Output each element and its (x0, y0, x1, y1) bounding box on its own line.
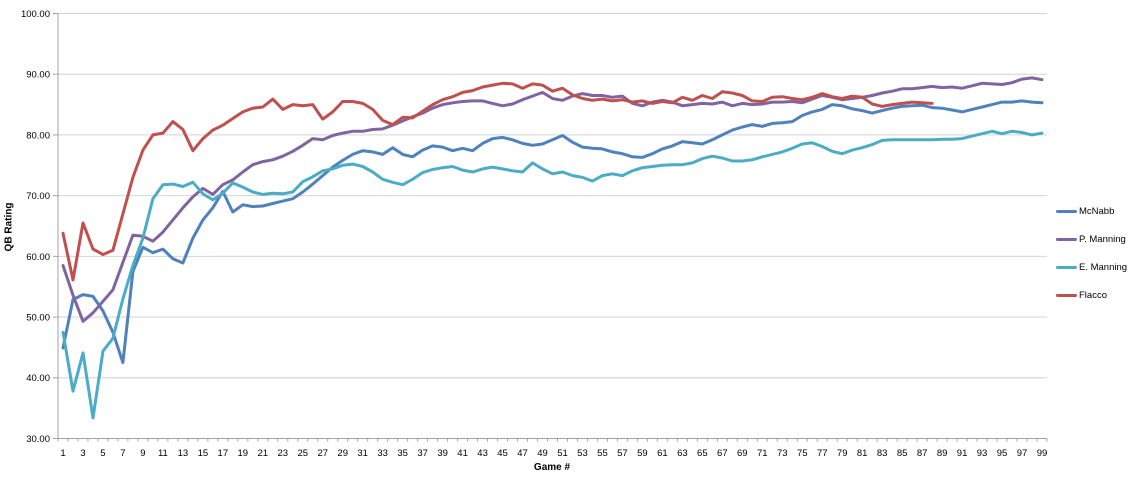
x-tick-label: 25 (297, 448, 308, 459)
y-tick-label: 100.00 (21, 9, 50, 20)
x-tick-label: 97 (1017, 448, 1028, 459)
legend-label: McNabb (1079, 206, 1115, 217)
x-tick-label: 15 (198, 448, 209, 459)
x-tick-label: 73 (777, 448, 788, 459)
x-tick-label: 49 (537, 448, 548, 459)
x-tick-label: 9 (140, 448, 145, 459)
series-line-e-manning (61, 129, 1044, 420)
legend-label: P. Manning (1079, 234, 1126, 245)
x-tick-label: 43 (477, 448, 488, 459)
legend-swatch-e-manning (1056, 265, 1077, 270)
x-tick-label: 33 (377, 448, 388, 459)
x-tick-label: 5 (100, 448, 105, 459)
y-tick-label: 90.00 (26, 70, 50, 81)
x-tick-label: 83 (877, 448, 888, 459)
x-tick-label: 19 (238, 448, 249, 459)
x-tick-label: 69 (737, 448, 748, 459)
y-tick-label: 80.00 (26, 130, 50, 141)
x-tick-label: 27 (317, 448, 328, 459)
x-tick-label: 75 (797, 448, 808, 459)
legend-item-flacco: Flacco (1056, 290, 1127, 301)
legend-swatch-p-manning (1056, 237, 1077, 242)
legend-label: Flacco (1079, 290, 1107, 301)
x-tick-label: 1 (60, 448, 65, 459)
x-tick-label: 13 (178, 448, 189, 459)
x-tick-label: 87 (917, 448, 928, 459)
x-tick-label: 63 (677, 448, 688, 459)
x-tick-label: 3 (80, 448, 85, 459)
x-tick-label: 99 (1037, 448, 1048, 459)
legend-swatch-flacco (1056, 293, 1077, 298)
series-line-flacco (61, 81, 934, 282)
legend-swatch-mcnabb (1056, 209, 1077, 214)
x-tick-label: 35 (397, 448, 408, 459)
x-tick-label: 81 (857, 448, 868, 459)
x-tick-label: 41 (457, 448, 468, 459)
x-tick-label: 51 (557, 448, 568, 459)
x-tick-label: 57 (617, 448, 628, 459)
y-axis-title: QB Rating (3, 202, 15, 252)
x-tick-label: 29 (337, 448, 348, 459)
x-tick-label: 61 (657, 448, 668, 459)
legend-item-e-manning: E. Manning (1056, 262, 1127, 273)
x-tick-label: 17 (218, 448, 229, 459)
x-tick-label: 39 (437, 448, 448, 459)
legend-item-p-manning: P. Manning (1056, 234, 1127, 245)
x-axis-title: Game # (533, 462, 571, 473)
x-tick-label: 45 (497, 448, 508, 459)
x-tick-label: 31 (357, 448, 368, 459)
x-tick-label: 65 (697, 448, 708, 459)
y-tick-label: 40.00 (26, 373, 50, 384)
x-tick-label: 77 (817, 448, 828, 459)
y-tick-label: 30.00 (26, 434, 50, 445)
series-line-mcnabb (61, 99, 1044, 365)
x-tick-label: 37 (417, 448, 428, 459)
x-tick-label: 95 (997, 448, 1008, 459)
x-tick-label: 47 (517, 448, 528, 459)
x-tick-label: 53 (577, 448, 588, 459)
legend: McNabb P. Manning E. Manning Flacco (1056, 206, 1127, 301)
x-tick-label: 11 (158, 448, 168, 459)
legend-item-mcnabb: McNabb (1056, 206, 1127, 217)
x-tick-label: 89 (937, 448, 948, 459)
x-tick-label: 67 (717, 448, 728, 459)
x-tick-label: 55 (597, 448, 608, 459)
y-tick-label: 70.00 (26, 191, 50, 202)
x-tick-label: 85 (897, 448, 908, 459)
x-tick-label: 59 (637, 448, 648, 459)
x-tick-label: 23 (277, 448, 288, 459)
y-tick-label: 50.00 (26, 312, 50, 323)
series-line-p-manning (61, 76, 1044, 323)
x-tick-label: 7 (120, 448, 125, 459)
x-tick-label: 91 (957, 448, 968, 459)
x-tick-label: 79 (837, 448, 848, 459)
x-tick-label: 71 (757, 448, 768, 459)
y-tick-label: 60.00 (26, 252, 50, 263)
legend-label: E. Manning (1079, 262, 1128, 273)
x-tick-label: 21 (258, 448, 269, 459)
x-tick-label: 93 (977, 448, 988, 459)
